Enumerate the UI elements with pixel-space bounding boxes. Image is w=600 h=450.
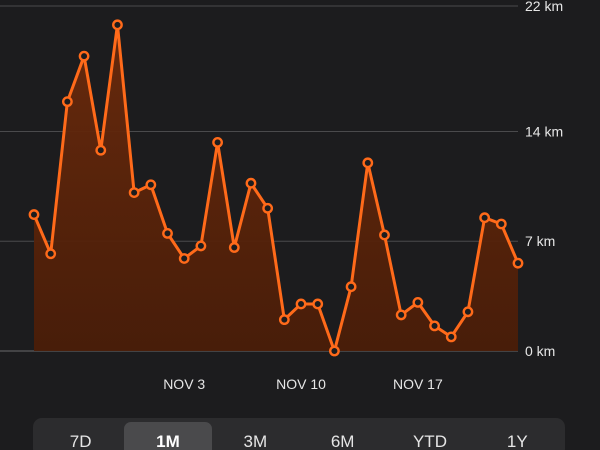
x-tick-label: NOV 17 — [393, 376, 443, 392]
y-tick-label: 22 km — [525, 0, 563, 14]
data-point[interactable] — [78, 50, 90, 62]
data-point[interactable] — [278, 314, 290, 326]
y-tick-label: 0 km — [525, 343, 555, 359]
x-tick-label: NOV 10 — [276, 376, 326, 392]
data-point[interactable] — [195, 240, 207, 252]
data-point[interactable] — [245, 177, 257, 189]
data-point[interactable] — [162, 227, 173, 239]
data-point[interactable] — [61, 96, 73, 108]
range-tab-3m[interactable]: 3M — [243, 432, 268, 450]
data-point[interactable] — [445, 331, 457, 343]
distance-area-chart: 0 km 7 km 14 km 22 km NOV 3 NOV 10 NOV 17 — [0, 0, 563, 392]
time-range-selector: 7D 1M 3M 6M YTD 1Y — [33, 418, 565, 450]
data-point[interactable] — [95, 144, 107, 156]
data-point[interactable] — [212, 137, 223, 148]
data-point[interactable] — [512, 257, 524, 269]
area-path — [34, 24, 518, 351]
y-tick-label: 7 km — [525, 233, 555, 249]
range-tab-ytd[interactable]: YTD — [412, 432, 447, 450]
data-point[interactable] — [45, 248, 57, 260]
data-point[interactable] — [262, 202, 274, 214]
x-tick-label: NOV 3 — [163, 376, 205, 392]
data-point[interactable] — [462, 306, 474, 318]
data-point[interactable] — [429, 320, 440, 332]
data-point[interactable] — [329, 345, 340, 357]
range-tab-6m[interactable]: 6M — [330, 432, 355, 450]
data-point[interactable] — [479, 212, 491, 224]
data-point[interactable] — [112, 19, 123, 31]
y-axis-labels: 0 km 7 km 14 km 22 km — [525, 0, 563, 359]
data-point[interactable] — [379, 229, 390, 241]
range-tab-7d[interactable]: 7D — [69, 432, 92, 450]
data-point[interactable] — [28, 209, 40, 220]
range-tab-1y[interactable]: 1Y — [506, 432, 528, 450]
data-point[interactable] — [178, 253, 190, 264]
x-axis-labels: NOV 3 NOV 10 NOV 17 — [163, 376, 443, 392]
data-point[interactable] — [128, 187, 140, 199]
data-point[interactable] — [362, 157, 374, 169]
range-tab-1m[interactable]: 1M — [124, 422, 212, 450]
data-point[interactable] — [495, 218, 507, 230]
data-point[interactable] — [345, 281, 357, 293]
data-point[interactable] — [312, 298, 324, 310]
data-point[interactable] — [228, 242, 240, 253]
data-point[interactable] — [295, 298, 307, 310]
data-point[interactable] — [395, 309, 407, 321]
y-tick-label: 14 km — [525, 123, 563, 139]
data-point[interactable] — [412, 296, 424, 308]
data-point[interactable] — [145, 179, 157, 191]
area-fill — [34, 24, 518, 351]
data-points — [28, 19, 524, 357]
